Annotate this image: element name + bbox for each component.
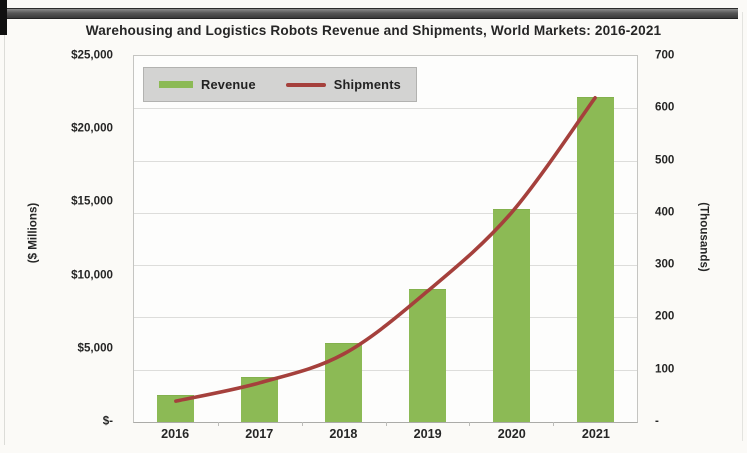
legend-revenue-label: Revenue: [201, 77, 256, 92]
bar-cell: [469, 56, 553, 422]
gridline: [134, 212, 637, 214]
gridline: [134, 108, 637, 110]
left-axis-tick-label: $10,000: [71, 268, 113, 282]
revenue-bar: [492, 208, 530, 422]
left-axis-tick-label: $20,000: [71, 121, 113, 135]
legend-shipments-label: Shipments: [333, 77, 401, 92]
left-axis-tick-label: $25,000: [71, 48, 113, 62]
x-axis-tick-mark: [469, 422, 471, 426]
x-axis-label: 2017: [245, 427, 274, 441]
plot-area: Revenue Shipments: [133, 55, 638, 426]
right-axis-tick-label: 200: [655, 309, 675, 323]
left-axis-ticks: $25,000 $20,000 $15,000 $10,000 $5,000 $-: [0, 49, 113, 428]
x-axis-tick-mark: [301, 422, 303, 426]
x-axis-tick-mark: [385, 422, 387, 426]
x-axis-label: 2019: [413, 427, 442, 441]
gridline: [134, 369, 637, 371]
page-right-edge-line: [742, 12, 743, 441]
shipments-line-layer: [174, 96, 597, 403]
revenue-bar: [576, 97, 614, 422]
bar-cell: [385, 56, 469, 422]
x-axis-labels: 2016 2017 2018 2019 2020 2021: [133, 427, 638, 441]
right-axis-tick-label: 400: [655, 205, 675, 219]
bar-cell: [302, 56, 386, 422]
page-corner-mark: [0, 0, 7, 35]
right-axis-tick-label: -: [655, 414, 659, 428]
x-axis-tick-mark: [217, 422, 219, 426]
shipments-line-icon: [285, 82, 326, 87]
right-axis-tick-label: 500: [655, 153, 675, 167]
revenue-swatch-icon: [159, 81, 194, 88]
chart-title: Warehousing and Logistics Robots Revenue…: [85, 23, 662, 38]
right-axis-title: (Thousands): [697, 202, 711, 272]
right-axis-ticks: 700 600 500 400 300 200 100 -: [655, 49, 715, 428]
revenue-bars-layer: [134, 56, 637, 422]
x-axis-tick-mark: [553, 422, 555, 426]
gridline: [134, 317, 637, 319]
left-axis-tick-label: $-: [102, 414, 113, 428]
left-axis-tick-label: $15,000: [71, 194, 113, 208]
page-left-edge-line: [4, 35, 5, 445]
right-axis-tick-label: 700: [655, 48, 675, 62]
gridline: [134, 160, 637, 162]
right-axis-tick-label: 600: [655, 100, 675, 114]
bar-cell: [553, 56, 637, 422]
shipments-line: [174, 96, 597, 403]
x-axis-label: 2016: [161, 427, 190, 441]
x-axis-label: 2020: [497, 427, 526, 441]
right-axis-tick-label: 100: [655, 362, 675, 376]
gridline: [134, 265, 637, 267]
legend: Revenue Shipments: [143, 67, 417, 102]
left-axis-tick-label: $5,000: [77, 341, 113, 355]
x-axis-label: 2018: [329, 427, 358, 441]
left-axis-title: ($ Millions): [26, 202, 40, 264]
right-axis-tick-label: 300: [655, 257, 675, 271]
revenue-bar: [325, 343, 363, 422]
revenue-bar: [408, 289, 446, 422]
header-bar: [7, 8, 738, 19]
x-axis-label: 2021: [581, 427, 610, 441]
